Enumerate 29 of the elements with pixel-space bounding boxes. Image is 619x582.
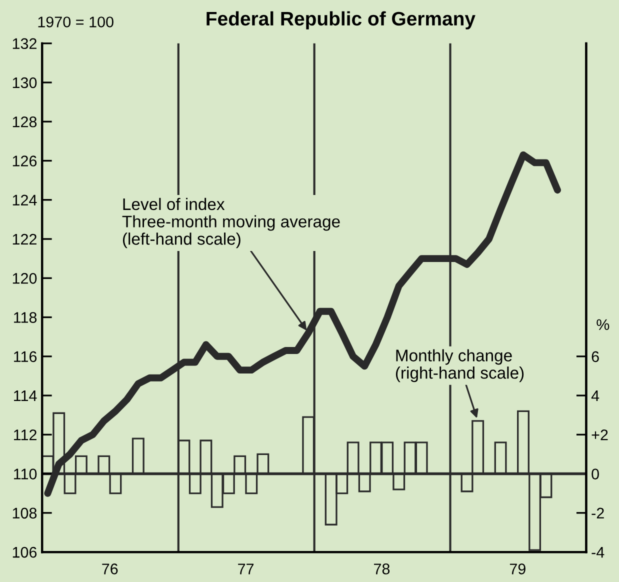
annotation: Monthly change (right-hand scale) <box>396 349 524 382</box>
x-tick-label: 79 <box>510 564 526 574</box>
y-tick-label: 106 <box>12 546 37 558</box>
y-tick-label: 130 <box>12 77 37 88</box>
annotation: Level of index Three-month moving average (left-hand scale) <box>122 198 340 248</box>
y-tick-label: 108 <box>12 508 37 519</box>
y-tick-label: 128 <box>12 116 37 128</box>
chart-title: Federal Republic of Germany <box>206 11 476 30</box>
y2-tick-label: +2 <box>592 430 608 440</box>
y2-axis-title: % <box>596 319 610 330</box>
y-tick-label: 110 <box>14 468 37 480</box>
y2-tick-label: 0 <box>592 468 599 480</box>
x-tick-label: 77 <box>238 564 254 574</box>
y-tick-label: 132 <box>12 38 36 50</box>
y-tick-label: 112 <box>14 430 36 440</box>
y-tick-label: 120 <box>12 272 37 284</box>
x-tick-label: 76 <box>102 564 118 574</box>
y-tick-label: 126 <box>12 156 37 166</box>
y-tick-label: 124 <box>12 194 37 206</box>
y2-tick-label: 4 <box>591 390 600 402</box>
y-tick-label: 114 <box>14 390 37 402</box>
y2-tick-label: -2 <box>592 508 604 518</box>
y-tick-label: 118 <box>14 312 37 323</box>
y2-tick-label: -4 <box>592 547 604 558</box>
x-tick-label: 78 <box>374 564 390 574</box>
y-tick-label: 116 <box>14 351 37 362</box>
y-tick-label: 122 <box>12 234 36 245</box>
y-axis-title: 1970 = 100 <box>38 16 114 28</box>
y2-tick-label: 6 <box>592 351 599 362</box>
